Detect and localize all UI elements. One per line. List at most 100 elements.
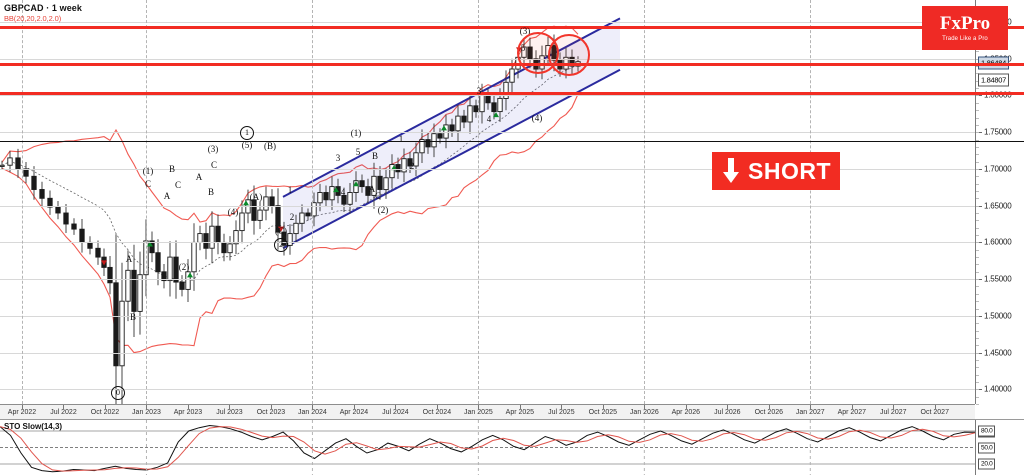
wave-label: 2	[289, 212, 295, 222]
price-minor-tick	[976, 323, 979, 325]
wave-label: 2	[409, 161, 415, 171]
wave-label: A	[163, 191, 171, 201]
support-line-black	[0, 141, 1024, 142]
price-minor-tick	[976, 381, 979, 383]
price-minor-tick	[976, 301, 979, 303]
fractal-marker	[333, 187, 339, 193]
date-tick	[519, 405, 521, 409]
price-gridline	[0, 315, 975, 317]
date-tick-label: Oct 2024	[422, 409, 452, 416]
wave-label: B	[168, 164, 176, 174]
date-tick	[312, 405, 314, 409]
stochastic-series	[0, 420, 975, 475]
price-minor-tick	[976, 257, 979, 259]
date-tick	[270, 405, 272, 409]
price-minor-tick	[976, 396, 979, 398]
date-tick-label: Jan 2026	[629, 409, 659, 416]
wave-label: 1	[240, 126, 254, 140]
date-tick-label: Jan 2025	[463, 409, 493, 416]
price-minor-tick	[976, 117, 979, 119]
date-tick	[561, 405, 563, 409]
fractal-marker	[391, 165, 397, 171]
symbol-title: GBPCAD · 1 week	[4, 3, 83, 13]
price-tick-label: 1.45000	[984, 348, 1012, 358]
price-minor-tick	[976, 154, 979, 156]
price-minor-tick	[976, 337, 979, 339]
date-tick	[893, 405, 895, 409]
price-minor-tick	[976, 389, 979, 391]
price-minor-tick	[976, 183, 979, 185]
fractal-marker	[493, 112, 499, 118]
price-minor-tick	[976, 205, 979, 207]
bollinger-upper-band	[1, 25, 579, 223]
date-axis[interactable]: Apr 2022 Jul 2022 Oct 2022 Jan 2023 Apr 2023…	[0, 404, 975, 419]
wave-label: 5	[355, 147, 361, 157]
date-tick-label: Oct 2025	[588, 409, 618, 416]
price-tick-label: 1.40000	[984, 384, 1012, 394]
date-gridline	[22, 0, 23, 404]
wave-label: A	[195, 172, 203, 182]
date-gridline	[810, 0, 812, 404]
date-tick-label: Apr 2026	[671, 409, 701, 416]
price-gridline	[0, 352, 975, 354]
short-label: SHORT	[748, 157, 831, 184]
price-minor-tick	[976, 330, 979, 332]
date-tick-label: Oct 2027	[920, 409, 949, 416]
stochastic-axis[interactable]: 77.980.050.020.0	[975, 420, 1024, 475]
price-tick	[976, 168, 982, 170]
date-tick-label: Oct 2026	[754, 409, 784, 416]
price-gridline	[0, 389, 975, 391]
price-minor-tick	[976, 293, 979, 295]
wave-label: 1	[287, 185, 293, 195]
stoch-k-line	[0, 424, 975, 473]
price-minor-tick	[976, 359, 979, 361]
wave-label: C	[374, 191, 382, 201]
wave-label: C	[144, 179, 152, 189]
wave-label: 3	[335, 153, 341, 163]
price-gridline	[0, 279, 975, 281]
wave-label: (4)	[531, 113, 543, 123]
date-tick-label: Apr 2027	[837, 409, 866, 416]
stoch-level-flag: 80.0	[978, 425, 996, 437]
stoch-level-flag: 20.0	[978, 458, 996, 470]
stochastic-plot-area[interactable]	[0, 420, 975, 475]
price-gridline	[0, 132, 975, 134]
wave-label: B	[207, 187, 215, 197]
resistance-line-1	[0, 26, 1024, 29]
date-tick-label: Jul 2024	[382, 409, 409, 416]
date-tick	[602, 405, 604, 409]
date-tick	[146, 405, 148, 409]
wave-label: B	[371, 151, 379, 161]
wave-label: (C)	[275, 226, 287, 236]
price-minor-tick	[976, 213, 979, 215]
price-minor-tick	[976, 80, 979, 82]
price-minor-tick	[976, 102, 979, 104]
fractal-marker	[243, 200, 249, 206]
price-minor-tick	[976, 235, 979, 237]
date-gridline	[312, 0, 314, 404]
fxpro-logo: FxPro Trade Like a Pro	[922, 6, 1008, 50]
price-minor-tick	[976, 367, 979, 369]
price-pane: (1) C A B 0 (2) A B C A B C (3) (4) (5) (A) (B) (C) 1 2 1 2 3 4…	[0, 0, 1024, 419]
secondary-price-flag: 1.84807	[978, 73, 1010, 87]
price-minor-tick	[976, 220, 979, 222]
price-minor-tick	[976, 242, 979, 244]
price-minor-tick	[976, 124, 979, 126]
wave-label: C	[210, 160, 218, 170]
price-gridline	[0, 95, 975, 97]
price-minor-tick	[976, 249, 979, 251]
price-minor-tick	[976, 352, 979, 354]
price-minor-tick	[976, 404, 979, 405]
fractal-marker	[441, 125, 447, 131]
bollinger-middle-band	[1, 63, 579, 283]
price-tick-label: 1.70000	[984, 164, 1012, 174]
date-tick	[395, 405, 397, 409]
short-signal-badge: SHORT	[712, 152, 840, 190]
fxpro-tagline: Trade Like a Pro	[942, 36, 988, 42]
price-plot-area[interactable]: (1) C A B 0 (2) A B C A B C (3) (4) (5) (A) (B) (C) 1 2 1 2 3 4…	[0, 0, 975, 404]
wave-label: 1	[398, 134, 404, 144]
wave-label: (5)	[241, 140, 253, 150]
price-gridline	[0, 168, 975, 170]
date-tick	[727, 405, 729, 409]
price-axis[interactable]: 1.900001.850001.800001.750001.700001.650…	[975, 0, 1024, 405]
